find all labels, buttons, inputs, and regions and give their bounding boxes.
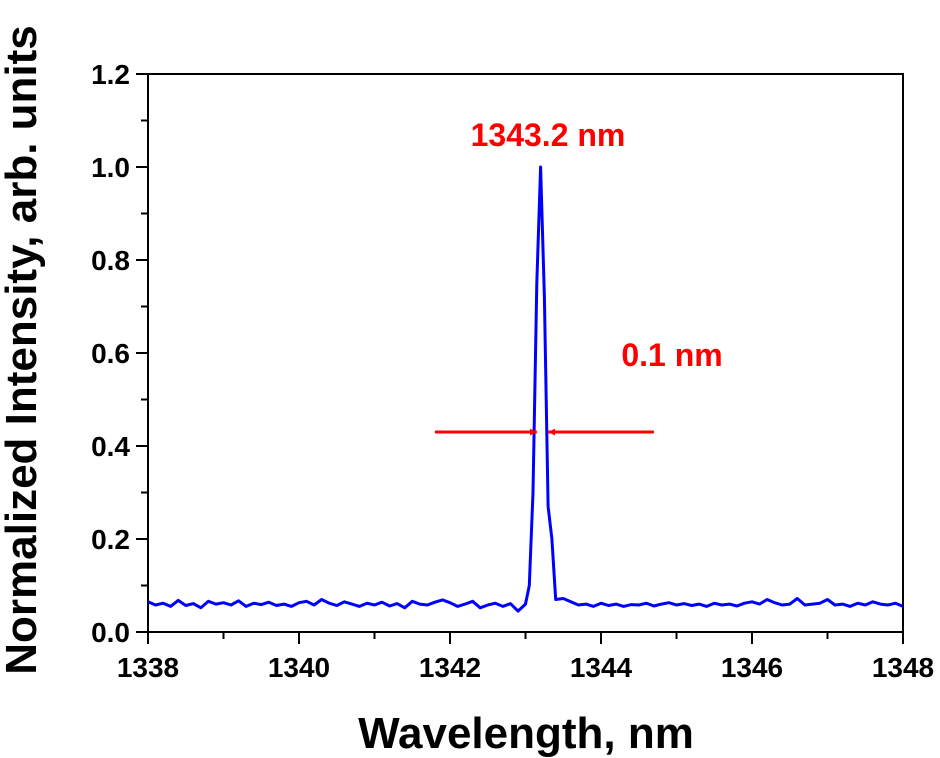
x-tick-label: 1338 <box>117 652 179 683</box>
x-axis-title: Wavelength, nm <box>358 709 694 758</box>
series-layer <box>147 165 904 613</box>
y-tick-label: 0.2 <box>91 524 130 555</box>
y-tick-label: 0.4 <box>91 431 130 462</box>
y-tick-label: 0.8 <box>91 245 130 276</box>
y-tick-label: 0.6 <box>91 338 130 369</box>
y-tick-label: 1.2 <box>91 59 130 90</box>
x-tick-label: 1342 <box>419 652 481 683</box>
x-tick-label: 1340 <box>268 652 330 683</box>
spectrum-line <box>147 165 904 613</box>
x-tick-label: 1346 <box>721 652 783 683</box>
y-axis-ticks: 0.0 0.2 0.4 0.6 0.8 1.0 1.2 <box>91 59 148 648</box>
x-axis-ticks: 1338 1340 1342 1344 1346 1348 <box>117 632 934 683</box>
plot-area-border <box>147 73 904 633</box>
y-tick-label: 0.0 <box>91 617 130 648</box>
peak-wavelength-annotation: 1343.2 nm <box>471 117 626 153</box>
y-axis-title: Normalized Intensity, arb. units <box>0 25 46 675</box>
plot-frame <box>147 73 904 633</box>
fwhm-annotation: 0.1 nm <box>621 337 722 373</box>
x-tick-label: 1348 <box>872 652 934 683</box>
x-tick-label: 1344 <box>570 652 633 683</box>
y-tick-label: 1.0 <box>91 152 130 183</box>
